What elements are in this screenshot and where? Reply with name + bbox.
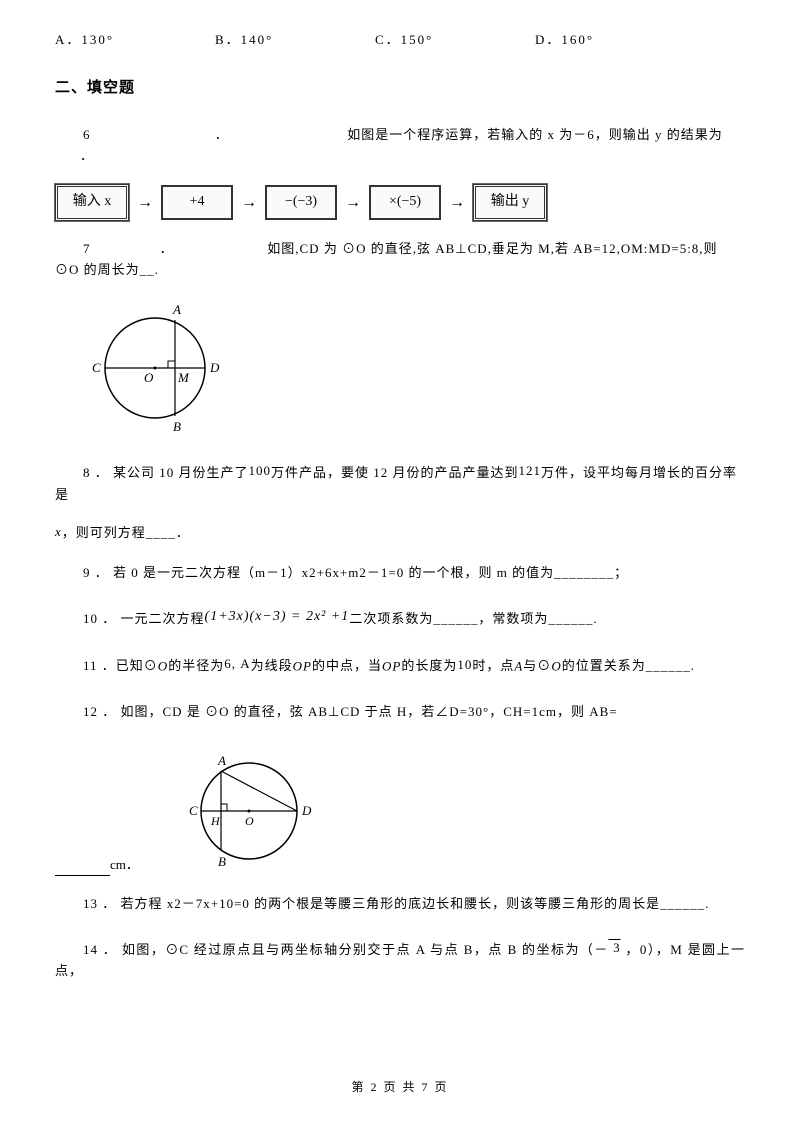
page-footer: 第 2 页 共 7 页: [0, 1078, 800, 1097]
arrow-icon: →: [345, 190, 361, 216]
q5-options: A．130° B．140° C．150° D．160°: [55, 30, 745, 51]
q12-blank[interactable]: [55, 861, 110, 876]
q12-text: 如图，CD 是 ⊙O 的直径，弦 AB⊥CD 于点 H，若∠D=30°，CH=1…: [121, 704, 618, 719]
q13-text: 若方程 x2－7x+10=0 的两个根是等腰三角形的底边长和腰长，则该等腰三角形…: [121, 896, 710, 911]
q8-a: 某公司 10 月份生产了: [113, 465, 249, 480]
flow-output: 输出 y: [473, 184, 547, 220]
q10: 10 ． 一元二次方程(1+3x)(x−3) = 2x² +1二次项系数为___…: [55, 609, 745, 631]
arrow-icon: →: [449, 190, 465, 216]
q11: 11 ．已知⊙O的半径为6, A为线段OP的中点，当OP的长度为10时，点A与⊙…: [55, 656, 745, 677]
q6: 6 ． 如图是一个程序运算，若输入的 x 为－6，则输出 y 的结果为 ．: [55, 125, 745, 167]
q13-num: 13 ．: [83, 896, 116, 911]
q10-a: 一元二次方程: [121, 611, 205, 626]
q12-figure-row: cm． A B C D H O: [55, 741, 745, 876]
q10-formula: (1+3x)(x−3) = 2x² +1: [205, 609, 350, 624]
q8-x: x: [55, 524, 62, 539]
svg-text:D: D: [209, 360, 220, 375]
svg-text:B: B: [218, 854, 226, 869]
q6-flowchart: 输入 x → +4 → −(−3) → ×(−5) → 输出 y: [55, 184, 745, 220]
svg-text:O: O: [245, 814, 254, 828]
svg-text:B: B: [173, 419, 181, 434]
q8-line2: x，则可列方程____．: [55, 523, 745, 544]
flow-input: 输入 x: [55, 184, 129, 220]
q13: 13 ． 若方程 x2－7x+10=0 的两个根是等腰三角形的底边长和腰长，则该…: [55, 894, 745, 915]
q12-unit: cm．: [110, 855, 139, 876]
q7-num: 7: [83, 241, 91, 256]
option-b[interactable]: B．140°: [215, 30, 375, 51]
q6-text: 如图是一个程序运算，若输入的 x 为－6，则输出 y 的结果为: [347, 127, 723, 142]
q11-num: 11 ．: [83, 658, 116, 673]
q10-num: 10 ．: [83, 611, 116, 626]
option-c[interactable]: C．150°: [375, 30, 535, 51]
q12-num: 12 ．: [83, 704, 116, 719]
q9-text: 若 0 是一元二次方程（m－1）x2+6x+m2－1=0 的一个根，则 m 的值…: [113, 565, 628, 580]
q12-diagram: A B C D H O: [169, 741, 329, 876]
svg-text:D: D: [301, 803, 312, 818]
option-d[interactable]: D．160°: [535, 30, 695, 51]
q8: 8 ． 某公司 10 月份生产了100万件产品，要使 12 月份的产品产量达到1…: [55, 463, 745, 505]
section-2-title: 二、填空题: [55, 76, 745, 100]
svg-text:M: M: [177, 370, 190, 385]
q8-val2: 121: [519, 463, 542, 478]
flow-step-3: ×(−5): [369, 185, 441, 219]
q7-text: 如图,CD 为 ⊙O 的直径,弦 AB⊥CD,垂足为 M,若 AB=12,OM:…: [55, 241, 718, 277]
option-a[interactable]: A．130°: [55, 30, 215, 51]
q14: 14 ． 如图，⊙C 经过原点且与两坐标轴分别交于点 A 与点 B，点 B 的坐…: [55, 940, 745, 982]
svg-text:O: O: [144, 370, 154, 385]
q8-val1: 100: [249, 463, 272, 478]
q7: 7 ． 如图,CD 为 ⊙O 的直径,弦 AB⊥CD,垂足为 M,若 AB=12…: [55, 239, 745, 281]
q9-num: 9 ．: [83, 565, 109, 580]
q10-b: 二次项系数为______，常数项为______.: [349, 611, 597, 626]
arrow-icon: →: [137, 190, 153, 216]
q14-num: 14 ．: [83, 942, 117, 957]
q8-num: 8 ．: [83, 465, 109, 480]
svg-text:A: A: [172, 302, 181, 317]
svg-text:C: C: [92, 360, 101, 375]
q9: 9 ． 若 0 是一元二次方程（m－1）x2+6x+m2－1=0 的一个根，则 …: [55, 563, 745, 584]
svg-text:A: A: [217, 753, 226, 768]
svg-text:C: C: [189, 803, 198, 818]
svg-text:H: H: [210, 814, 221, 828]
q6-num: 6: [83, 127, 91, 142]
q12: 12 ． 如图，CD 是 ⊙O 的直径，弦 AB⊥CD 于点 H，若∠D=30°…: [55, 702, 745, 723]
flow-step-2: −(−3): [265, 185, 337, 219]
q8-b: 万件产品，要使 12 月份的产品产量达到: [271, 465, 519, 480]
q7-diagram: A B C D O M: [80, 298, 745, 445]
q8-l2: ，则可列方程____．: [62, 525, 190, 540]
arrow-icon: →: [241, 190, 257, 216]
flow-step-1: +4: [161, 185, 233, 219]
q14-a: 如图，⊙C 经过原点且与两坐标轴分别交于点 A 与点 B，点 B 的坐标为（－: [122, 942, 608, 957]
